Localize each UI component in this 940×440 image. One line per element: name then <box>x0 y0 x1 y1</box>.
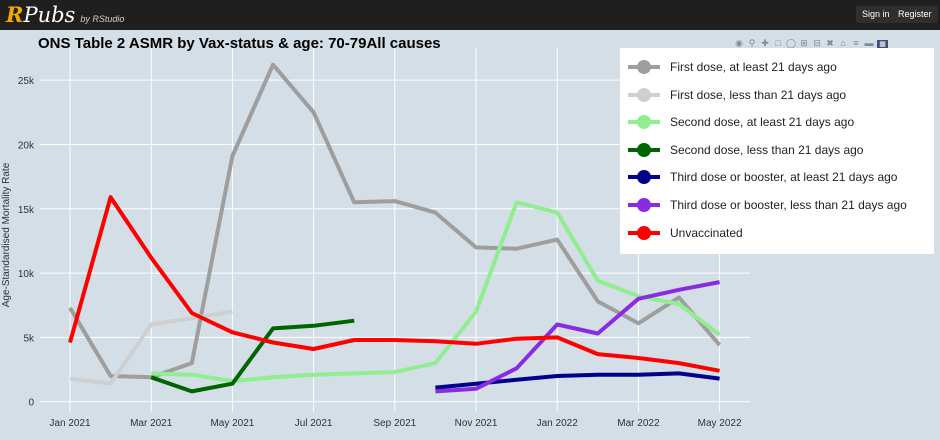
series-line-first-21plus[interactable] <box>68 62 722 380</box>
series-line-second-21plus[interactable] <box>151 200 721 384</box>
spike-lines-icon[interactable]: ≡ <box>853 38 859 48</box>
y-axis-label: Age-Standardised Mortality Rate <box>1 162 12 307</box>
legend-item[interactable]: Second dose, at least 21 days ago <box>620 111 934 133</box>
series-line-unvacc[interactable] <box>68 195 720 373</box>
legend-symbol <box>628 115 660 130</box>
modebar: ◉ ⚲ ✚ □ ◯ ⊞ ⊟ ✖ ⌂ ≡ ▬ ▦ <box>734 33 891 51</box>
pan-icon[interactable]: ✚ <box>761 38 769 48</box>
legend-label: Second dose, at least 21 days ago <box>670 115 855 130</box>
legend-item[interactable]: Unvaccinated <box>620 222 934 244</box>
y-tick-label: 10k <box>18 269 35 280</box>
legend-symbol <box>628 87 660 102</box>
rpubs-logo[interactable]: RPubs by RStudio <box>6 3 124 31</box>
y-tick-label: 25k <box>18 76 35 87</box>
legend-symbol <box>628 198 660 212</box>
legend: First dose, at least 21 days ago First do… <box>620 48 934 254</box>
zoom-out-icon[interactable]: ⊟ <box>813 38 821 48</box>
legend-marker <box>637 87 651 102</box>
legend-item[interactable]: Second dose, less than 21 days ago <box>620 139 934 161</box>
legend-marker <box>637 60 651 74</box>
legend-marker <box>637 170 651 185</box>
y-tick-label: 20k <box>18 140 35 151</box>
plotly-logo-icon[interactable]: ▦ <box>877 40 888 51</box>
legend-symbol <box>628 142 660 157</box>
series-line-third-21plus[interactable] <box>435 371 720 390</box>
sign-in-button[interactable]: Sign in <box>856 6 896 23</box>
zoom-icon[interactable]: ⚲ <box>748 38 756 48</box>
legend-item[interactable]: Third dose or booster, at least 21 days … <box>620 166 934 188</box>
legend-label: First dose, at least 21 days ago <box>670 60 837 74</box>
legend-label: Unvaccinated <box>670 225 743 240</box>
grid-lines <box>40 48 750 412</box>
x-tick-label: Jan 2022 <box>537 418 579 429</box>
legend-item[interactable]: First dose, less than 21 days ago <box>620 84 934 106</box>
register-button[interactable]: Register <box>892 6 938 23</box>
legend-symbol <box>628 60 660 74</box>
legend-label: Second dose, less than 21 days ago <box>670 142 864 157</box>
legend-symbol <box>628 225 660 240</box>
top-bar: RPubs by RStudio Sign in Register <box>0 0 940 30</box>
legend-marker <box>637 198 651 212</box>
y-tick-label: 5k <box>23 333 35 344</box>
legend-label: Third dose or booster, less than 21 days… <box>670 198 907 212</box>
brand-rest: Pubs <box>23 3 76 27</box>
x-tick-label: Mar 2022 <box>617 418 660 429</box>
x-tick-label: May 2021 <box>210 418 254 429</box>
x-tick-label: Mar 2021 <box>130 418 173 429</box>
compare-hover-icon[interactable]: ▬ <box>864 38 874 48</box>
legend-item[interactable]: First dose, at least 21 days ago <box>620 56 934 78</box>
x-tick-label: Jul 2021 <box>295 418 333 429</box>
camera-icon[interactable]: ◉ <box>735 38 743 48</box>
x-tick-label: May 2022 <box>698 418 742 429</box>
series-lines <box>68 62 722 394</box>
legend-marker <box>637 225 651 240</box>
brand-r: R <box>6 2 24 27</box>
series-line-third-lt21[interactable] <box>435 280 720 394</box>
box-select-icon[interactable]: □ <box>775 38 781 48</box>
lasso-select-icon[interactable]: ◯ <box>786 38 797 48</box>
brand-by: by RStudio <box>80 14 125 24</box>
series-line-first-lt21[interactable] <box>69 309 233 386</box>
legend-label: First dose, less than 21 days ago <box>670 87 847 102</box>
y-tick-label: 15k <box>18 205 35 216</box>
series-line-second-lt21[interactable] <box>150 318 355 394</box>
x-tick-label: Nov 2021 <box>455 418 498 429</box>
legend-marker <box>637 115 651 130</box>
y-tick-label: 0 <box>28 398 34 409</box>
zoom-in-icon[interactable]: ⊞ <box>800 38 808 48</box>
legend-label: Third dose or booster, at least 21 days … <box>670 170 898 185</box>
y-axis-ticks: 0 5k 10k 15k 20k 25k <box>18 76 35 409</box>
legend-marker <box>637 142 651 157</box>
autoscale-icon[interactable]: ✖ <box>826 38 834 48</box>
legend-item[interactable]: Third dose or booster, less than 21 days… <box>620 194 934 216</box>
chart-title: ONS Table 2 ASMR by Vax-status & age: 70… <box>38 35 441 52</box>
x-tick-label: Sep 2021 <box>373 418 416 429</box>
x-axis-ticks: Jan 2021 Mar 2021 May 2021 Jul 2021 Sep 2021… <box>49 418 742 429</box>
home-icon[interactable]: ⌂ <box>840 38 846 48</box>
x-tick-label: Jan 2021 <box>49 418 91 429</box>
legend-symbol <box>628 170 660 185</box>
